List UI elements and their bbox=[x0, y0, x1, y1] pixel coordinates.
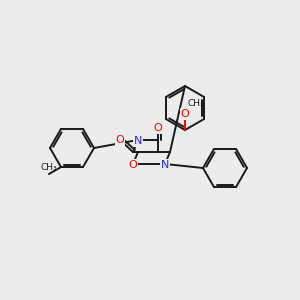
Text: O: O bbox=[181, 109, 189, 119]
Text: O: O bbox=[129, 160, 137, 170]
Text: N: N bbox=[134, 136, 142, 146]
Text: O: O bbox=[154, 123, 162, 133]
Text: CH₃: CH₃ bbox=[187, 100, 204, 109]
Text: N: N bbox=[161, 160, 169, 170]
Text: CH₃: CH₃ bbox=[40, 163, 57, 172]
Text: O: O bbox=[116, 135, 124, 145]
